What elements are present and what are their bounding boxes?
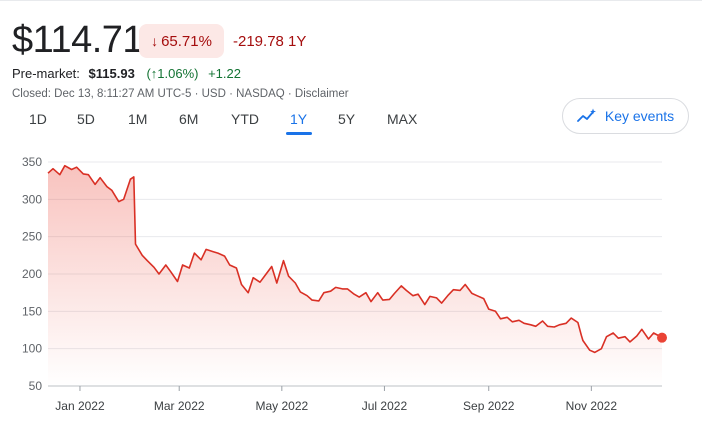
x-tick-label: Jul 2022: [362, 399, 408, 413]
y-axis: 50 100 150 200 250 300 350: [22, 155, 42, 393]
x-tick-label: Mar 2022: [154, 399, 205, 413]
price-area-fill: [48, 165, 662, 386]
tab-1d[interactable]: 1D: [29, 111, 47, 127]
y-tick-label: 50: [29, 379, 43, 393]
market-status-line: Closed: Dec 13, 8:11:27 AM UTC-5 · USD ·…: [12, 88, 349, 100]
premarket-change: +1.22: [208, 66, 241, 81]
y-tick-label: 350: [22, 155, 42, 169]
premarket-price: $115.93: [88, 66, 135, 81]
x-tick-label: Sep 2022: [463, 399, 515, 413]
price-chart: 50 100 150 200 250 300 350 Jan 2022 Mar 2022 May…: [22, 155, 667, 413]
y-tick-label: 200: [22, 267, 42, 281]
arrow-down-icon: ↓: [151, 33, 159, 49]
change-percent: 65.71%: [161, 32, 212, 50]
y-tick-label: 250: [22, 230, 42, 244]
tab-max[interactable]: MAX: [387, 111, 418, 127]
active-tab-indicator: [286, 132, 312, 135]
y-tick-label: 300: [22, 192, 42, 206]
key-events-label: Key events: [604, 108, 675, 124]
current-price: $114.71: [12, 19, 144, 61]
x-axis: Jan 2022 Mar 2022 May 2022 Jul 2022 Sep 2022…: [55, 386, 617, 413]
premarket-row: Pre-market: $115.93 (↑1.06%) +1.22: [12, 66, 241, 81]
y-tick-label: 150: [22, 304, 42, 318]
tab-1y[interactable]: 1Y: [290, 111, 308, 127]
tab-ytd[interactable]: YTD: [231, 111, 259, 127]
x-tick-label: Nov 2022: [566, 399, 618, 413]
x-tick-label: May 2022: [255, 399, 308, 413]
change-absolute: -219.78 1Y: [233, 33, 307, 50]
key-events-button[interactable]: Key events: [562, 98, 689, 134]
premarket-label: Pre-market:: [12, 66, 80, 81]
x-tick-label: Jan 2022: [55, 399, 105, 413]
tab-6m[interactable]: 6M: [179, 111, 199, 127]
tab-5y[interactable]: 5Y: [338, 111, 356, 127]
tab-1m[interactable]: 1M: [128, 111, 148, 127]
last-price-dot[interactable]: [657, 332, 667, 343]
tab-5d[interactable]: 5D: [77, 111, 95, 127]
trend-sparkle-icon: [576, 108, 596, 122]
change-badge: ↓ 65.71%: [139, 24, 224, 58]
y-tick-label: 100: [22, 342, 42, 356]
top-divider: [0, 0, 702, 1]
premarket-percent: (↑1.06%): [146, 66, 199, 81]
price-line: [47, 164, 663, 354]
